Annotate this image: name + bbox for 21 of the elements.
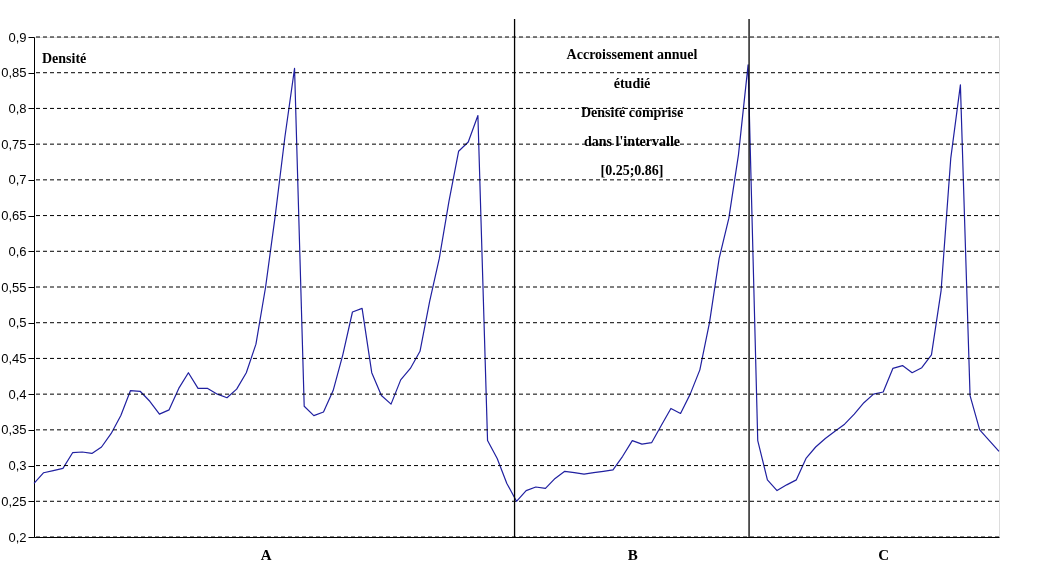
x-tick-label: B	[627, 546, 638, 563]
y-tick-label: 0,35	[1, 422, 27, 438]
x-tick-label: C	[878, 546, 890, 563]
y-tick-label: 0,9	[8, 29, 27, 45]
y-tick-label: 0,8	[8, 100, 27, 116]
y-tick-label: 0,7	[8, 172, 27, 188]
y-tick-label: 0,75	[1, 136, 27, 152]
x-tick-label: A	[260, 546, 272, 563]
y-tick-label: 0,65	[1, 208, 27, 224]
y-tick-label: 0,45	[1, 350, 27, 366]
line-series	[33, 64, 1000, 502]
y-tick-label: 0,85	[1, 65, 27, 81]
annotation: Accroissement annuel étudié Densité comprise dans l'intervalle [0.25;0.86]	[566, 47, 698, 178]
y-tick-label: 0,3	[8, 458, 27, 474]
y-tick-label: 0,6	[8, 243, 27, 259]
y-tick-label: 0,55	[1, 279, 27, 295]
y-tick-label: 0,25	[1, 493, 27, 509]
annotation: Densité	[42, 51, 87, 66]
y-tick-label: 0,4	[8, 386, 27, 402]
y-tick-label: 0,2	[8, 529, 27, 545]
y-tick-label: 0,5	[8, 315, 27, 331]
